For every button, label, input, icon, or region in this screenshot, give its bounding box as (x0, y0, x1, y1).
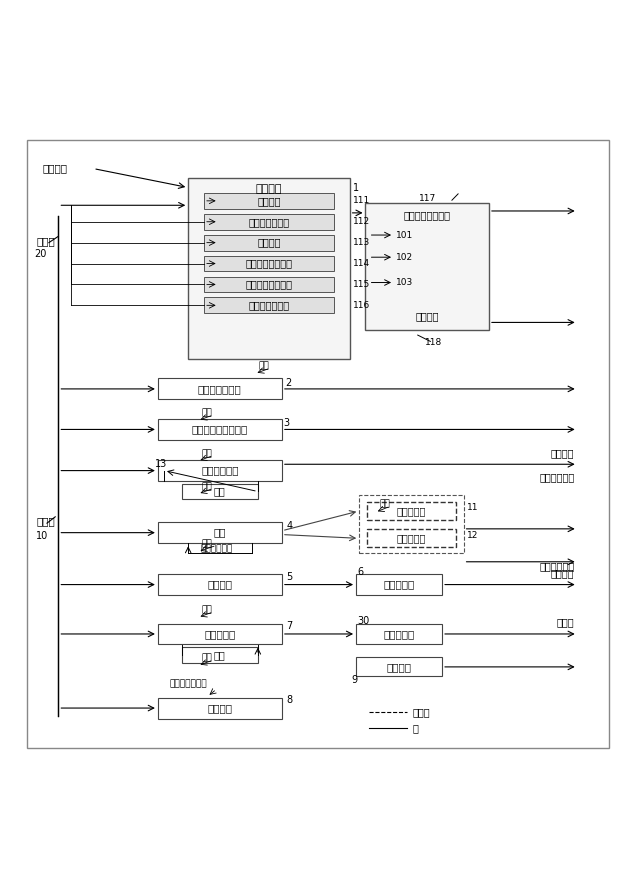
FancyBboxPatch shape (367, 502, 456, 519)
Text: 锅炉强制排水: 锅炉强制排水 (539, 472, 574, 482)
Text: 损耗: 损耗 (202, 540, 212, 549)
Text: 116: 116 (353, 301, 370, 310)
Text: 软水制备排水: 软水制备排水 (539, 561, 574, 571)
Text: 滤渣水洗: 滤渣水洗 (257, 196, 280, 206)
Text: 8: 8 (286, 695, 293, 705)
Text: 冷凝水: 冷凝水 (557, 617, 574, 628)
Text: 生活用水: 生活用水 (207, 580, 232, 590)
Text: 原料带入: 原料带入 (43, 163, 67, 173)
Text: 水: 水 (413, 723, 419, 733)
Text: 112: 112 (353, 218, 370, 226)
Text: 101: 101 (396, 231, 413, 240)
Text: 损耗: 损耗 (379, 500, 390, 509)
FancyBboxPatch shape (188, 178, 350, 359)
Text: 损耗: 损耗 (202, 654, 212, 662)
Text: 碳酸钠溶液配置: 碳酸钠溶液配置 (249, 300, 289, 310)
FancyBboxPatch shape (359, 495, 464, 553)
Text: 三效蒸发器: 三效蒸发器 (397, 534, 426, 543)
Text: 三效蒸发器冷凝水: 三效蒸发器冷凝水 (404, 210, 451, 219)
Text: 115: 115 (353, 280, 370, 289)
Text: 绿化用水: 绿化用水 (207, 703, 232, 713)
Text: 损耗: 损耗 (202, 482, 212, 491)
Text: 污水处理厂: 污水处理厂 (384, 580, 415, 590)
Text: 损耗: 损耗 (202, 449, 212, 458)
FancyBboxPatch shape (182, 647, 258, 662)
FancyBboxPatch shape (158, 419, 282, 440)
Text: 达标排放: 达标排放 (551, 568, 574, 578)
Text: 7: 7 (286, 622, 293, 631)
Text: 三效蒸发器: 三效蒸发器 (384, 629, 415, 639)
Text: 包装袋清洗用水: 包装袋清洗用水 (198, 384, 242, 394)
Text: 环保砖养护: 环保砖养护 (397, 506, 426, 516)
FancyBboxPatch shape (204, 297, 334, 313)
Text: 磁选用水: 磁选用水 (257, 238, 280, 248)
Text: 硫酸溶液配置用水: 硫酸溶液配置用水 (245, 280, 293, 289)
Text: 103: 103 (396, 278, 413, 287)
Text: 蒸发或进入土壤: 蒸发或进入土壤 (169, 679, 207, 688)
Text: 113: 113 (353, 238, 370, 247)
FancyBboxPatch shape (366, 203, 489, 330)
Text: 118: 118 (425, 338, 442, 347)
Text: 11: 11 (467, 503, 478, 512)
Text: 锅炉: 锅炉 (214, 527, 226, 537)
Text: 回用水: 回用水 (36, 236, 55, 246)
Text: 固化后破碎用水: 固化后破碎用水 (249, 217, 289, 226)
Text: 20: 20 (34, 249, 46, 259)
Text: 石灰溶液配置用水: 石灰溶液配置用水 (245, 258, 293, 268)
FancyBboxPatch shape (204, 276, 334, 292)
Text: 9: 9 (351, 675, 357, 685)
Text: 循环: 循环 (214, 487, 226, 496)
FancyBboxPatch shape (158, 522, 282, 543)
FancyBboxPatch shape (204, 256, 334, 272)
FancyBboxPatch shape (158, 698, 282, 718)
FancyBboxPatch shape (158, 575, 282, 595)
Text: 设备及地面清洗用水: 设备及地面清洗用水 (191, 424, 248, 434)
FancyBboxPatch shape (182, 484, 258, 499)
Text: 损耗: 损耗 (202, 606, 212, 614)
FancyBboxPatch shape (204, 214, 334, 230)
Text: 30: 30 (357, 616, 370, 626)
Text: 自来水: 自来水 (36, 516, 55, 527)
FancyBboxPatch shape (27, 140, 609, 748)
Text: 循环: 循环 (214, 650, 226, 660)
Text: 蒸汽凝水循环: 蒸汽凝水循环 (200, 544, 233, 553)
Text: 4: 4 (286, 521, 293, 531)
Text: 初期雨水: 初期雨水 (387, 662, 411, 672)
Text: 6: 6 (357, 567, 363, 577)
Text: 10: 10 (36, 531, 48, 541)
Text: 12: 12 (467, 531, 478, 540)
FancyBboxPatch shape (356, 623, 442, 645)
Text: 114: 114 (353, 259, 370, 268)
FancyBboxPatch shape (356, 575, 442, 595)
Text: 102: 102 (396, 253, 413, 262)
FancyBboxPatch shape (204, 193, 334, 209)
Text: 1: 1 (353, 183, 359, 193)
Text: 水蒸气: 水蒸气 (413, 707, 431, 717)
Text: 酸雾喷淋塔: 酸雾喷淋塔 (204, 629, 235, 639)
Text: 强制排水: 强制排水 (551, 448, 574, 458)
Text: 损耗: 损耗 (202, 408, 212, 417)
Text: 117: 117 (418, 194, 436, 202)
Text: 养护废水: 养护废水 (415, 311, 439, 321)
Text: 生产用水: 生产用水 (256, 185, 282, 194)
Text: 2: 2 (285, 377, 291, 387)
FancyBboxPatch shape (158, 378, 282, 400)
FancyBboxPatch shape (204, 234, 334, 250)
Text: 5: 5 (286, 572, 293, 582)
Text: 损耗: 损耗 (259, 361, 270, 370)
FancyBboxPatch shape (158, 623, 282, 645)
Text: 3: 3 (284, 418, 290, 428)
FancyBboxPatch shape (367, 529, 456, 547)
FancyBboxPatch shape (158, 460, 282, 481)
Text: 循环冷却系统: 循环冷却系统 (201, 465, 238, 476)
Text: 13: 13 (155, 459, 167, 469)
Text: 111: 111 (353, 196, 370, 205)
FancyBboxPatch shape (356, 657, 442, 677)
